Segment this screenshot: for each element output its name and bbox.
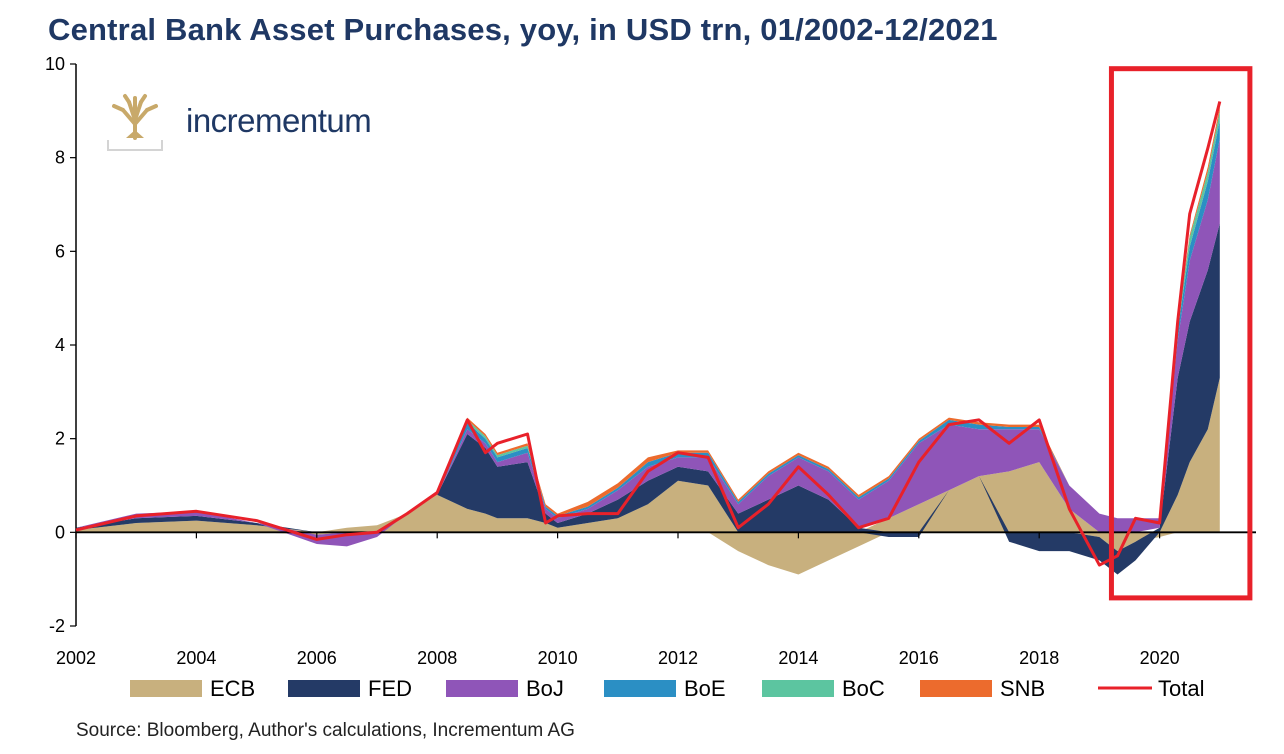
incrementum-tree-icon xyxy=(104,92,166,159)
legend-swatch-ecb xyxy=(130,680,202,697)
y-tick-label: 8 xyxy=(55,148,65,168)
y-tick-label: 6 xyxy=(55,241,65,261)
legend-label-boc: BoC xyxy=(842,676,885,701)
legend-label-snb: SNB xyxy=(1000,676,1045,701)
legend-label-ecb: ECB xyxy=(210,676,255,701)
x-tick-label: 2004 xyxy=(176,648,216,668)
legend-label-boe: BoE xyxy=(684,676,726,701)
highlight-box xyxy=(1108,66,1253,601)
chart-title: Central Bank Asset Purchases, yoy, in US… xyxy=(48,12,998,47)
total-line xyxy=(75,101,1222,567)
y-tick-label: 0 xyxy=(55,522,65,542)
x-tick-label: 2008 xyxy=(417,648,457,668)
x-tick-label: 2020 xyxy=(1140,648,1180,668)
stacked-areas xyxy=(76,106,1220,575)
legend-label-total: Total xyxy=(1158,676,1204,701)
x-tick-label: 2010 xyxy=(538,648,578,668)
legend-swatch-boe xyxy=(604,680,676,697)
axes: -2 0 2 4 6 8 10 2002 2004 2006 2008 2010 2012 2014 201… xyxy=(45,54,1256,668)
y-tick-label: 4 xyxy=(55,335,65,355)
x-tick-label: 2006 xyxy=(297,648,337,668)
legend-swatch-fed xyxy=(288,680,360,697)
legend-label-fed: FED xyxy=(368,676,412,701)
legend-label-boj: BoJ xyxy=(526,676,564,701)
y-tick-label: -2 xyxy=(49,616,65,636)
legend-swatch-boc xyxy=(762,680,834,697)
legend-swatch-snb xyxy=(920,680,992,697)
x-tick-label: 2014 xyxy=(778,648,818,668)
series-area-ecb xyxy=(76,377,1220,575)
total-line-layer xyxy=(75,101,1222,567)
y-tick-label: 2 xyxy=(55,429,65,449)
x-tick-label: 2002 xyxy=(56,648,96,668)
highlight-layer xyxy=(1108,66,1253,601)
legend: ECB FED BoJ BoE BoC SNB Total xyxy=(130,676,1204,701)
x-tick-label: 2018 xyxy=(1019,648,1059,668)
x-tick-label: 2016 xyxy=(899,648,939,668)
legend-swatch-boj xyxy=(446,680,518,697)
y-tick-label: 10 xyxy=(45,54,65,74)
brand-name: incrementum xyxy=(186,102,372,139)
source-note: Source: Bloomberg, Author's calculations… xyxy=(76,720,575,741)
x-tick-label: 2012 xyxy=(658,648,698,668)
